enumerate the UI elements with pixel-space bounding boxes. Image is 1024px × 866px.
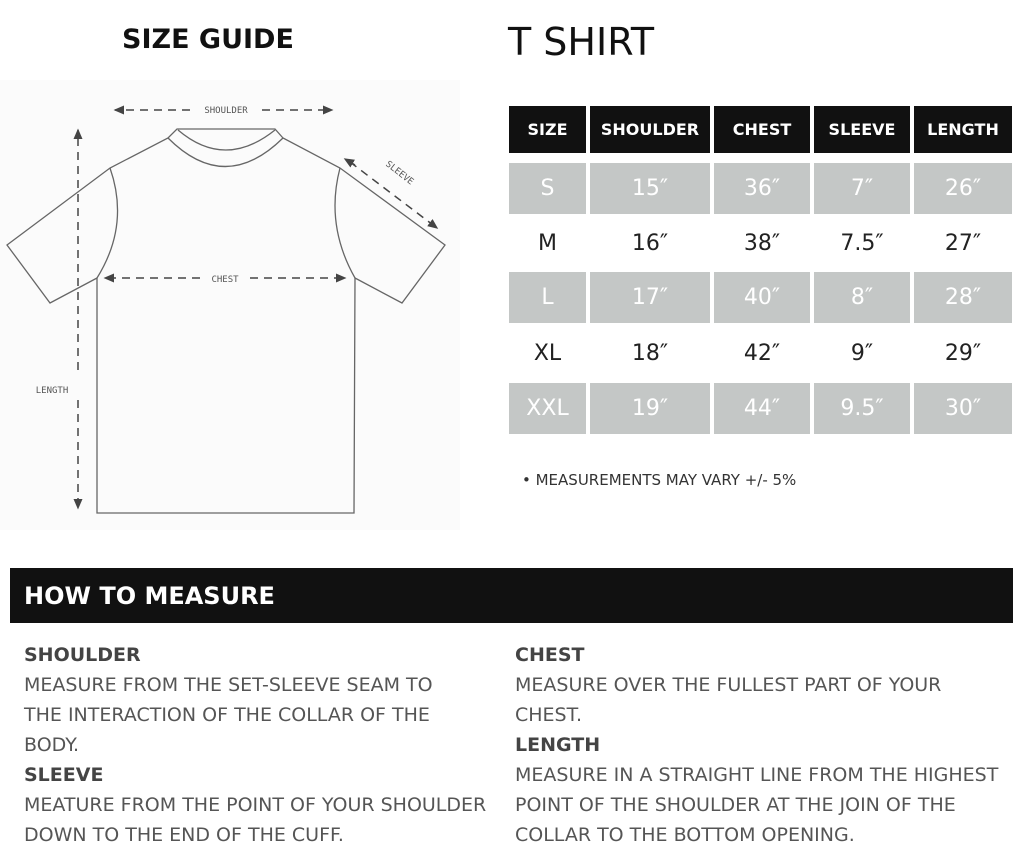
table-cell: 15″	[590, 163, 710, 214]
table-cell: 29″	[914, 328, 1012, 379]
table-cell: 17″	[590, 272, 710, 323]
length-text: MEASURE IN A STRAIGHT LINE FROM THE HIGH…	[515, 764, 999, 846]
table-cell: 26″	[914, 163, 1012, 214]
column-header-length: LENGTH	[914, 106, 1012, 153]
table-cell: 28″	[914, 272, 1012, 323]
table-cell: 42″	[714, 328, 810, 379]
table-cell: S	[509, 163, 586, 214]
product-title: T SHIRT	[508, 20, 655, 64]
how-to-measure-header: HOW TO MEASURE	[10, 568, 1013, 623]
length-heading: LENGTH	[515, 734, 601, 756]
table-cell: 16″	[590, 218, 710, 269]
table-cell: 38″	[714, 218, 810, 269]
table-cell: XXL	[509, 383, 586, 434]
measurement-note: • MEASUREMENTS MAY VARY +/- 5%	[522, 471, 797, 489]
column-header-shoulder: SHOULDER	[590, 106, 710, 153]
tshirt-diagram: SHOULDER CHEST LENGTH SLEEVE	[0, 80, 460, 530]
table-cell: 7.5″	[814, 218, 910, 269]
table-cell: 7″	[814, 163, 910, 214]
shoulder-text: MEASURE FROM THE SET-SLEEVE SEAM TO THE …	[24, 674, 433, 756]
table-cell: 8″	[814, 272, 910, 323]
size-guide-title: SIZE GUIDE	[122, 24, 294, 55]
table-cell: 27″	[914, 218, 1012, 269]
chest-length-instructions: CHEST MEASURE OVER THE FULLEST PART OF Y…	[515, 640, 998, 850]
length-label: LENGTH	[36, 386, 69, 396]
sleeve-text: MEATURE FROM THE POINT OF YOUR SHOULDER …	[24, 794, 487, 846]
column-header-sleeve: SLEEVE	[814, 106, 910, 153]
sleeve-heading: SLEEVE	[24, 764, 104, 786]
table-cell: 19″	[590, 383, 710, 434]
table-cell: 9.5″	[814, 383, 910, 434]
table-cell: L	[509, 272, 586, 323]
table-cell: 18″	[590, 328, 710, 379]
table-cell: 36″	[714, 163, 810, 214]
chest-label: CHEST	[211, 275, 239, 285]
sleeve-label: SLEEVE	[383, 159, 415, 187]
table-cell: XL	[509, 328, 586, 379]
table-cell: 44″	[714, 383, 810, 434]
shoulder-instructions: SHOULDER MEASURE FROM THE SET-SLEEVE SEA…	[24, 640, 504, 850]
table-cell: 30″	[914, 383, 1012, 434]
column-header-size: SIZE	[509, 106, 586, 153]
tshirt-outline-icon: SHOULDER CHEST LENGTH SLEEVE	[6, 105, 446, 514]
chest-heading: CHEST	[515, 644, 585, 666]
table-cell: 40″	[714, 272, 810, 323]
table-cell: 9″	[814, 328, 910, 379]
column-header-chest: CHEST	[714, 106, 810, 153]
shoulder-label: SHOULDER	[204, 106, 248, 116]
shoulder-heading: SHOULDER	[24, 644, 141, 666]
table-cell: M	[509, 218, 586, 269]
chest-text: MEASURE OVER THE FULLEST PART OF YOUR CH…	[515, 674, 942, 726]
